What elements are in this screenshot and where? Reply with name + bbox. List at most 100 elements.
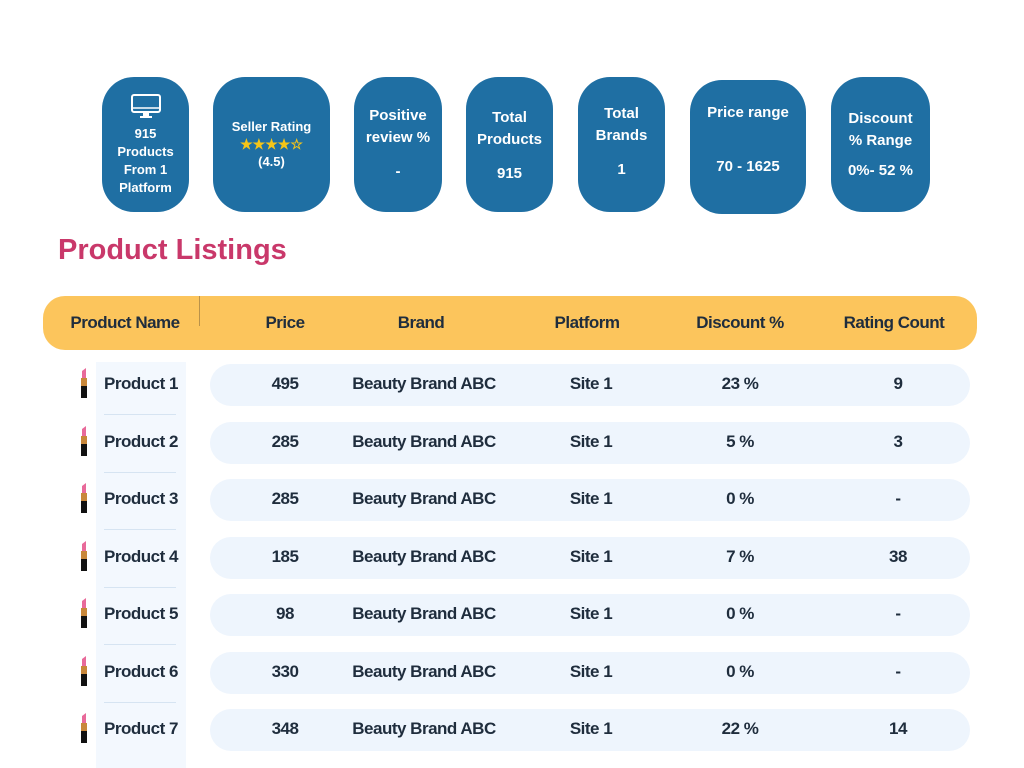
lipstick-icon xyxy=(81,425,87,456)
column-header-platform[interactable]: Platform xyxy=(554,313,620,332)
card-title: Price range xyxy=(707,104,789,121)
row-divider xyxy=(104,471,176,473)
lipstick-icon xyxy=(81,483,87,513)
cell-product-name: Product 7 xyxy=(104,719,178,738)
cell-platform: Site 1 xyxy=(569,604,613,623)
column-divider xyxy=(199,296,200,326)
cell-discount: 0 % xyxy=(726,661,754,681)
row-background xyxy=(210,709,970,751)
row-divider xyxy=(104,644,176,645)
cell-price: 285 xyxy=(271,431,299,451)
monitor-icon xyxy=(130,93,161,118)
stat-card-discount-range: Discount % Range 0%- 52 % xyxy=(831,77,930,212)
cell-discount: 0 % xyxy=(726,489,754,508)
lipstick-icon xyxy=(81,655,87,686)
row-background xyxy=(210,364,970,406)
cell-price: 98 xyxy=(276,604,294,623)
products-line-2: Products xyxy=(117,143,174,159)
card-value: 1 xyxy=(617,161,626,178)
card-value: (4.5) xyxy=(258,154,285,169)
cell-brand: Beauty Brand ABC xyxy=(352,374,496,393)
cell-product-name: Product 5 xyxy=(104,604,178,623)
card-title: Total Brands xyxy=(595,105,648,144)
stat-card-products: 915 Products From 1 Platform xyxy=(102,77,189,212)
stat-card-total-products: Total Products 915 xyxy=(466,77,553,212)
lipstick-icon xyxy=(81,713,87,743)
lipstick-icon xyxy=(81,368,87,398)
cell-brand: Beauty Brand ABC xyxy=(352,546,496,566)
column-header-discount[interactable]: Discount % xyxy=(696,313,784,332)
card-title: Discount % Range xyxy=(848,109,913,149)
table-row[interactable]: Product 3 285 Beauty Brand ABC Site 1 0 % - xyxy=(0,479,1024,530)
cell-brand: Beauty Brand ABC xyxy=(352,431,496,451)
cell-platform: Site 1 xyxy=(569,374,613,393)
row-background xyxy=(210,421,970,464)
cell-discount: 7 % xyxy=(726,546,754,566)
row-background xyxy=(210,479,970,521)
cell-product-name: Product 4 xyxy=(104,546,178,566)
cell-platform: Site 1 xyxy=(569,546,613,566)
stat-card-total-brands: Total Brands 1 xyxy=(578,77,665,212)
cell-rating-count: 14 xyxy=(889,719,907,738)
row-divider xyxy=(104,586,176,588)
column-header-brand[interactable]: Brand xyxy=(397,313,445,332)
products-line-1: 915 xyxy=(134,125,157,141)
cell-platform: Site 1 xyxy=(569,431,613,451)
cell-discount: 22 % xyxy=(721,719,759,738)
card-title: Seller Rating xyxy=(231,119,312,134)
row-divider xyxy=(104,414,176,415)
cell-brand: Beauty Brand ABC xyxy=(352,661,496,681)
column-header-rating-count[interactable]: Rating Count xyxy=(843,313,945,332)
section-title: Product Listings xyxy=(58,234,287,266)
stat-card-price-range: Price range 70 - 1625 xyxy=(690,80,806,214)
cell-price: 348 xyxy=(271,719,299,738)
column-header-product-name[interactable]: Product Name xyxy=(70,313,180,332)
product-name-column-bg xyxy=(96,362,186,768)
card-value: - xyxy=(395,163,401,180)
card-value: 0%- 52 % xyxy=(847,161,914,179)
cell-product-name: Product 6 xyxy=(104,661,178,681)
cell-brand: Beauty Brand ABC xyxy=(352,604,496,623)
card-value: 70 - 1625 xyxy=(716,158,780,175)
lipstick-icon xyxy=(81,540,87,571)
cell-discount: 0 % xyxy=(726,604,754,623)
cell-price: 330 xyxy=(271,661,299,681)
table-row[interactable]: Product 7 348 Beauty Brand ABC Site 1 22 % 14 xyxy=(0,709,1024,751)
cell-rating-count: 38 xyxy=(889,546,907,566)
table-row[interactable]: Product 2 285 Beauty Brand ABC Site 1 5 % 3 xyxy=(0,421,1024,473)
row-background xyxy=(210,536,970,579)
cell-brand: Beauty Brand ABC xyxy=(352,719,496,738)
row-divider xyxy=(104,701,176,703)
cell-rating-count: 3 xyxy=(893,431,903,451)
row-divider xyxy=(104,529,176,530)
stat-card-positive-review: Positive review % - xyxy=(354,77,442,212)
star-rating-icon: ★★★★☆ xyxy=(240,136,303,152)
cell-rating-count: - xyxy=(895,661,901,681)
cell-product-name: Product 3 xyxy=(104,489,178,508)
table-row[interactable]: Product 6 330 Beauty Brand ABC Site 1 0 % - xyxy=(0,651,1024,703)
cell-price: 495 xyxy=(271,374,299,393)
cell-rating-count: - xyxy=(895,604,901,623)
card-title: Total Products xyxy=(476,109,542,148)
card-title: Positive review % xyxy=(365,107,431,146)
table-row[interactable]: Product 5 98 Beauty Brand ABC Site 1 0 % - xyxy=(0,594,1024,645)
cell-price: 185 xyxy=(271,546,299,566)
cell-product-name: Product 1 xyxy=(104,374,178,393)
row-background xyxy=(210,651,970,694)
cell-platform: Site 1 xyxy=(569,719,613,738)
cell-discount: 23 % xyxy=(721,374,759,393)
cell-price: 285 xyxy=(271,489,299,508)
cell-discount: 5 % xyxy=(726,431,754,451)
table-row[interactable]: Product 1 495 Beauty Brand ABC Site 1 23 % 9 xyxy=(0,364,1024,415)
lipstick-icon xyxy=(81,598,87,628)
products-line-3: From 1 xyxy=(123,161,168,177)
card-value: 915 xyxy=(496,165,523,182)
table-row[interactable]: Product 4 185 Beauty Brand ABC Site 1 7 % 38 xyxy=(0,536,1024,588)
cell-platform: Site 1 xyxy=(569,489,613,508)
cell-rating-count: 9 xyxy=(893,374,903,393)
cell-rating-count: - xyxy=(895,489,901,508)
cell-product-name: Product 2 xyxy=(104,431,178,451)
row-background xyxy=(210,594,970,636)
table-header: Product Name Price Brand Platform Discou… xyxy=(43,296,977,350)
column-header-price[interactable]: Price xyxy=(265,313,305,332)
